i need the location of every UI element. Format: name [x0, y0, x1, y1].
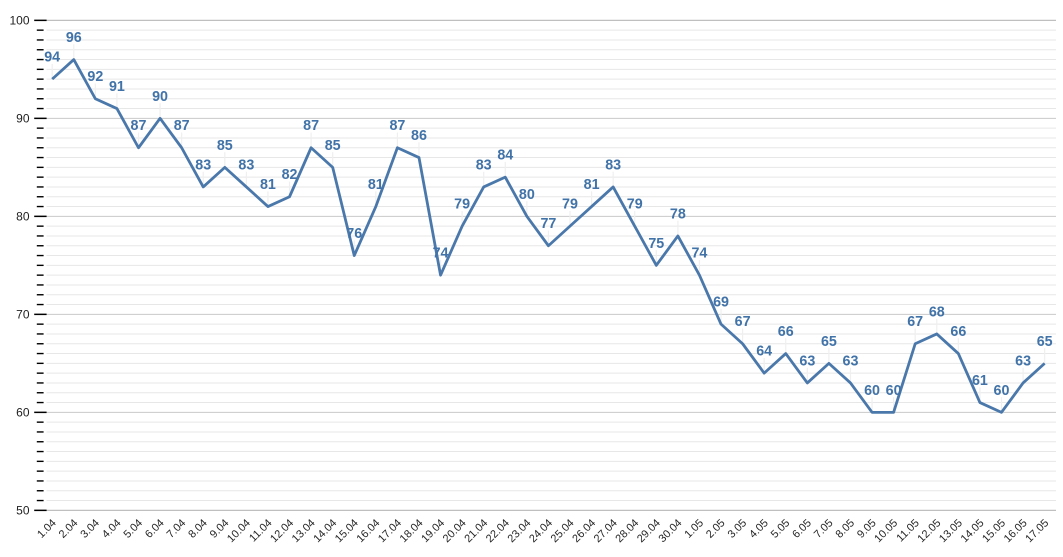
svg-text:76: 76 [346, 226, 362, 242]
svg-text:64: 64 [756, 344, 772, 360]
svg-text:85: 85 [217, 138, 233, 154]
svg-text:61: 61 [972, 373, 988, 389]
svg-text:81: 81 [260, 177, 276, 193]
svg-text:87: 87 [389, 118, 405, 134]
svg-text:91: 91 [109, 79, 125, 95]
svg-text:74: 74 [433, 246, 449, 262]
svg-text:74: 74 [691, 246, 707, 262]
svg-text:90: 90 [152, 89, 168, 105]
svg-text:79: 79 [562, 197, 578, 213]
svg-text:60: 60 [994, 383, 1010, 399]
svg-text:60: 60 [16, 406, 30, 420]
svg-text:87: 87 [174, 118, 190, 134]
svg-text:86: 86 [411, 128, 427, 144]
svg-text:100: 100 [9, 14, 29, 28]
svg-text:63: 63 [843, 353, 859, 369]
svg-text:85: 85 [325, 138, 341, 154]
svg-text:96: 96 [66, 30, 82, 46]
svg-text:69: 69 [713, 295, 729, 311]
svg-text:87: 87 [131, 118, 147, 134]
svg-text:66: 66 [950, 324, 966, 340]
svg-text:87: 87 [303, 118, 319, 134]
svg-text:84: 84 [497, 148, 513, 164]
svg-text:80: 80 [16, 210, 30, 224]
svg-text:60: 60 [886, 383, 902, 399]
svg-text:67: 67 [735, 314, 751, 330]
svg-text:94: 94 [44, 50, 60, 66]
svg-text:90: 90 [16, 112, 30, 126]
svg-text:79: 79 [627, 197, 643, 213]
svg-text:50: 50 [16, 504, 30, 518]
svg-text:81: 81 [584, 177, 600, 193]
svg-text:82: 82 [282, 167, 298, 183]
svg-text:83: 83 [238, 157, 254, 173]
svg-text:65: 65 [821, 334, 837, 350]
svg-text:63: 63 [799, 353, 815, 369]
svg-text:92: 92 [87, 69, 103, 85]
svg-text:79: 79 [454, 197, 470, 213]
svg-text:68: 68 [929, 304, 945, 320]
svg-text:83: 83 [476, 157, 492, 173]
svg-text:78: 78 [670, 206, 686, 222]
svg-text:66: 66 [778, 324, 794, 340]
svg-text:75: 75 [648, 236, 664, 252]
svg-text:70: 70 [16, 308, 30, 322]
svg-text:63: 63 [1015, 353, 1031, 369]
svg-text:80: 80 [519, 187, 535, 203]
svg-text:65: 65 [1037, 334, 1053, 350]
svg-text:83: 83 [195, 157, 211, 173]
svg-text:67: 67 [907, 314, 923, 330]
svg-text:60: 60 [864, 383, 880, 399]
svg-text:77: 77 [540, 216, 556, 232]
svg-text:81: 81 [368, 177, 384, 193]
svg-text:83: 83 [605, 157, 621, 173]
